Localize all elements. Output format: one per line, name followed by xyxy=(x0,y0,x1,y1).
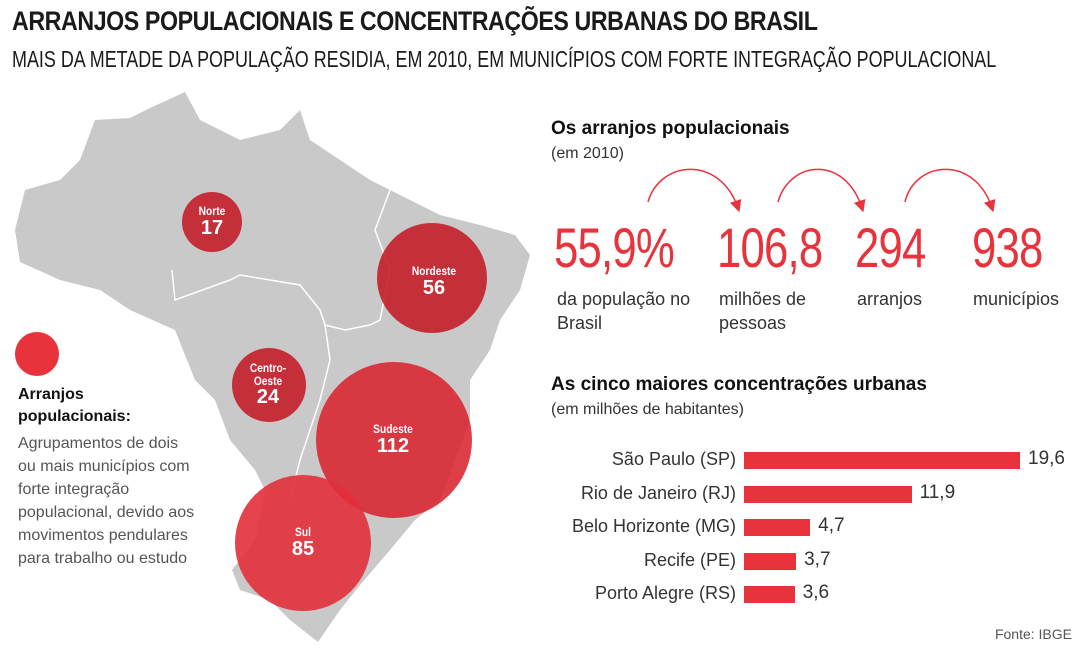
region-name: Nordeste xyxy=(411,264,457,279)
bar-category-label: Porto Alegre (RS) xyxy=(594,583,736,603)
bar xyxy=(744,452,1020,469)
region-label-centro-oeste: Centro-Oeste 24 xyxy=(238,362,298,408)
page-subtitle: MAIS DA METADE DA POPULAÇÃO RESIDIA, EM … xyxy=(12,46,997,72)
bar-value-label: 19,6 xyxy=(1028,448,1065,469)
arrow-icon xyxy=(647,168,742,213)
stat-value: 55,9% xyxy=(554,216,675,279)
region-value: 85 xyxy=(291,537,315,560)
stat-label: municípios xyxy=(973,289,1060,309)
arrow-icon xyxy=(904,168,996,213)
circle-nordeste xyxy=(377,223,487,333)
bar-category-label: Recife (PE) xyxy=(643,549,736,570)
region-name: Sudeste xyxy=(373,422,413,437)
stat-label: da população no Brasil xyxy=(557,289,691,333)
region-label-sul: Sul 85 xyxy=(292,526,314,560)
region-name: Norte xyxy=(198,204,226,219)
legend-title: Arranjos populacionais: xyxy=(18,386,131,425)
region-name: Centro-Oeste xyxy=(249,360,287,388)
source-note: Fonte: IBGE xyxy=(994,626,1072,642)
bar-category-label: Belo Horizonte (MG) xyxy=(571,516,736,536)
stat-label: milhões de pessoas xyxy=(719,289,807,333)
region-value: 56 xyxy=(422,276,446,299)
bar-value-label: 3,6 xyxy=(802,582,830,603)
region-label-norte: Norte 17 xyxy=(196,205,227,239)
legend-circle xyxy=(15,332,59,376)
chart-subtitle: (em milhões de habitantes) xyxy=(551,401,744,418)
region-label-sudeste: Sudeste 112 xyxy=(370,423,417,457)
stat-value: 294 xyxy=(855,216,926,279)
stat-value: 106,8 xyxy=(717,216,823,279)
arrow-icon xyxy=(777,168,866,213)
region-label-nordeste: Nordeste 56 xyxy=(408,265,460,299)
flow-arrows xyxy=(647,168,996,213)
bar-category-label: São Paulo (SP) xyxy=(611,449,736,469)
region-border xyxy=(289,324,331,501)
region-value: 17 xyxy=(200,216,224,239)
bar-value-label: 4,7 xyxy=(818,515,845,536)
legend-text: Agrupamentos de dois ou mais municípios … xyxy=(18,435,195,567)
circle-sudeste xyxy=(316,362,472,518)
chart-title: As cinco maiores concentrações urbanas xyxy=(551,374,927,395)
circle-centro-oeste xyxy=(232,348,306,422)
stat-label: arranjos xyxy=(857,289,923,309)
region-value: 112 xyxy=(376,434,410,457)
bar xyxy=(744,519,811,536)
bar xyxy=(744,586,795,603)
brazil-map xyxy=(15,92,530,642)
bar-value-label: 3,7 xyxy=(804,548,831,570)
region-value: 24 xyxy=(256,386,280,409)
bar-category-label: Rio de Janeiro (RJ) xyxy=(580,482,736,503)
bar-value-label: 11,9 xyxy=(919,481,956,503)
stats-title: Os arranjos populacionais xyxy=(551,118,790,139)
bar xyxy=(744,552,797,570)
bar xyxy=(744,485,912,503)
circle-norte xyxy=(182,192,242,252)
page-title: ARRANJOS POPULACIONAIS E CONCENTRAÇÕES U… xyxy=(12,6,818,36)
stat-value: 938 xyxy=(972,216,1043,279)
circle-sul xyxy=(235,475,371,611)
region-name: Sul xyxy=(295,525,311,540)
stats-subtitle: (em 2010) xyxy=(551,145,624,162)
